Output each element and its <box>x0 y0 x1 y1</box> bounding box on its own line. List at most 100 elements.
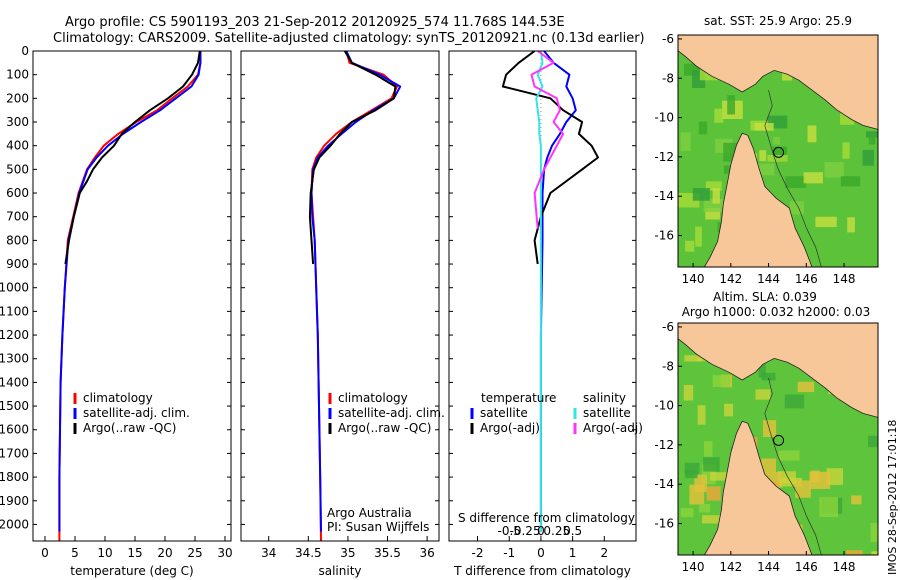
x-tick-label: 0 <box>41 546 49 560</box>
field-patch <box>847 217 855 233</box>
field-patch <box>795 480 811 498</box>
legend-label-1: satellite-adj. clim. <box>338 406 445 420</box>
y-tick-label: 2000 <box>0 517 29 531</box>
field-patch <box>826 468 844 485</box>
field-patch <box>759 150 767 162</box>
field-patch <box>703 441 713 457</box>
map-y-tick-label: -6 <box>662 32 674 46</box>
legend-label-1: Argo(-adj) <box>480 421 540 435</box>
map-x-tick-label: 144 <box>757 272 780 286</box>
map-y-tick-label: -8 <box>662 359 674 373</box>
y-tick-label: 700 <box>6 210 29 224</box>
bathymetry-contour <box>764 378 822 555</box>
field-patch <box>842 142 850 159</box>
map-body <box>678 35 878 267</box>
map-y-tick-label: -16 <box>654 517 674 531</box>
x-tick-label: -2 <box>472 546 484 560</box>
field-patch <box>724 403 734 417</box>
salinity-panel: 34 34.5 35 35.5 36 salinity climatologysatelli… <box>240 50 445 578</box>
map-x-tick-label: 148 <box>833 272 856 286</box>
field-patch <box>868 134 876 145</box>
profile-location-marker <box>773 434 785 446</box>
map-frame <box>677 322 879 556</box>
field-patch <box>723 165 735 174</box>
map-y-tick-label: -12 <box>654 150 674 164</box>
bathymetry-contour <box>764 90 822 267</box>
x-tick-label: 15 <box>127 546 142 560</box>
x-tick-label: 35 <box>340 546 355 560</box>
field-patch <box>761 372 776 381</box>
series-line-2 <box>308 50 397 265</box>
field-patch <box>868 435 878 448</box>
field-patch <box>684 462 700 475</box>
x-tick-label: 20 <box>157 546 172 560</box>
s-tick-label: 0.25 <box>543 524 570 538</box>
y-tick-label: 1600 <box>0 423 29 437</box>
s-tick-label: -0.25 <box>510 524 541 538</box>
field-patch <box>692 188 710 201</box>
x-tick-label: 36 <box>419 546 434 560</box>
sla-map-panel: 140 142 144 146 148 -6 -8 -10 -12 -14 -16 Altim. SL… <box>654 290 879 574</box>
axes-frame <box>448 50 637 542</box>
legend-label-3: Argo(-adj) <box>583 421 643 435</box>
difference-panel: -2 -1 0 1 2 T difference from climatology -0.5… <box>448 50 643 578</box>
field-patch <box>683 63 704 76</box>
legend-label-2: satellite <box>583 406 631 420</box>
field-patch <box>705 181 722 191</box>
profile-location-marker <box>773 146 785 158</box>
field-patch <box>706 486 721 501</box>
field-patch <box>698 121 708 135</box>
map-y-tick-label: -14 <box>654 189 674 203</box>
field-patch <box>712 188 720 204</box>
field-patch <box>714 108 724 123</box>
field-patch <box>773 137 781 145</box>
map-y-tick-label: -8 <box>662 71 674 85</box>
y-tick-label: 0 <box>21 44 29 58</box>
field-patch <box>851 495 862 505</box>
x-tick-label: -1 <box>503 546 515 560</box>
field-patch <box>767 155 788 162</box>
y-tick-label: 1200 <box>0 328 29 342</box>
title-line-2: Climatology: CARS2009. Satellite-adjuste… <box>53 31 645 46</box>
x-tick-label: 10 <box>97 546 112 560</box>
s-axis-label: S difference from climatology <box>458 511 635 525</box>
x-axis-label: salinity <box>318 564 361 578</box>
new-guinea-land <box>678 35 878 130</box>
x-tick-label: 34 <box>261 546 276 560</box>
y-tick-label: 1000 <box>0 281 29 295</box>
title-line-1: Argo profile: CS 5901193_203 21-Sep-2012… <box>65 15 565 30</box>
x-tick-label: 1 <box>569 546 577 560</box>
field-patch <box>824 162 844 178</box>
field-patch <box>871 551 878 555</box>
note-line-1: Argo Australia <box>327 506 412 520</box>
field-patch <box>761 458 777 473</box>
map-frame <box>677 34 879 268</box>
y-tick-label: 1800 <box>0 470 29 484</box>
field-patch <box>712 375 731 387</box>
field-patch <box>819 497 839 518</box>
map-y-tick-label: -10 <box>654 399 674 413</box>
field-patch <box>685 240 695 252</box>
legend-label-2: Argo(..raw -QC) <box>338 421 431 435</box>
y-tick-label: 1700 <box>0 446 29 460</box>
y-tick-label: 500 <box>6 162 29 176</box>
side-label: IMOS 28-Sep-2012 17:01:18 <box>886 420 899 575</box>
field-patch <box>789 201 804 215</box>
map-y-tick-label: -12 <box>654 438 674 452</box>
s-tick-label: 0.5 <box>563 524 582 538</box>
y-tick-label: 100 <box>6 68 29 82</box>
map-x-tick-label: 148 <box>833 560 856 574</box>
field-patch <box>870 522 878 543</box>
cape-york-land <box>704 133 812 267</box>
coastline <box>678 338 878 555</box>
field-patch <box>705 208 721 220</box>
s-tick-label: 0 <box>537 524 545 538</box>
y-tick-label: 900 <box>6 257 29 271</box>
x-tick-label: 2 <box>600 546 608 560</box>
map-body <box>678 323 878 555</box>
note-line-2: PI: Susan Wijffels <box>327 520 429 534</box>
field-patch <box>683 384 694 401</box>
series-line-1 <box>58 51 202 532</box>
field-patch <box>809 471 831 489</box>
field-patch <box>703 457 720 472</box>
